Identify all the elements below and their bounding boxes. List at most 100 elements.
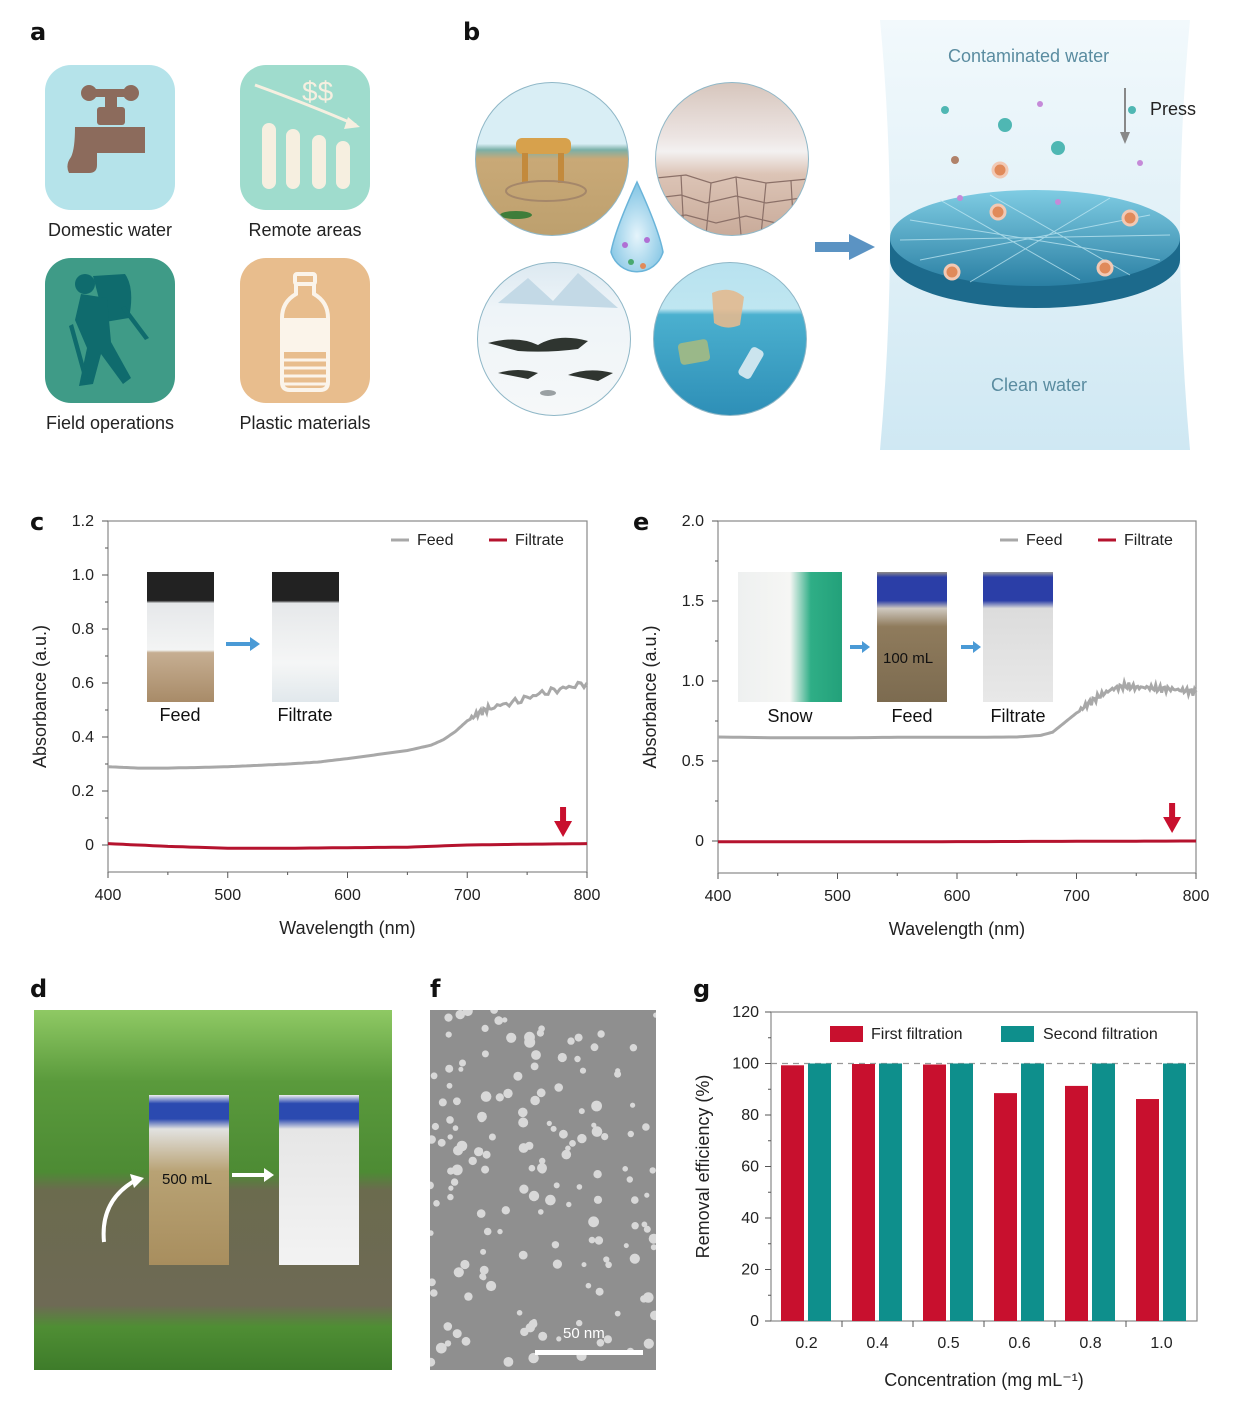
- nanoparticle-dot: [480, 1091, 492, 1102]
- nanoparticle-dot: [631, 1196, 639, 1204]
- nanoparticle-dot: [567, 1037, 575, 1045]
- panel-letter-f: f: [430, 975, 441, 1003]
- contaminated-droplet-icon: [610, 180, 664, 273]
- plot-frame: [770, 1011, 1198, 1322]
- inset-arrow-icon: [961, 640, 981, 658]
- nanoparticle-dot: [597, 1030, 605, 1038]
- nanoparticle-dot: [595, 1287, 604, 1296]
- filtrate-bottle-photo: [983, 572, 1053, 702]
- x-tick-label: 800: [1183, 888, 1210, 905]
- nanoparticle-dot: [430, 1072, 438, 1080]
- y-tick-label: 0.5: [682, 753, 704, 770]
- y-tick-label: 1.5: [682, 593, 704, 610]
- nanoparticle-dot: [546, 1120, 552, 1126]
- nanoparticle-dot: [513, 1071, 523, 1081]
- y-tick-label: 0: [695, 833, 704, 850]
- panel-letter-c: c: [30, 508, 45, 536]
- nanoparticle-dot: [448, 1185, 454, 1191]
- nanoparticle-dot: [464, 1292, 473, 1301]
- nanoparticle-dot: [556, 1336, 562, 1342]
- nanoparticle-dot: [614, 1070, 622, 1078]
- nanoparticle-dot: [552, 1259, 562, 1269]
- bar-first-filtration: [852, 1064, 875, 1321]
- nanoparticle-dot: [461, 1336, 471, 1346]
- x-tick-label: 500: [824, 888, 851, 905]
- inset-arrow-icon: [226, 637, 262, 656]
- nanoparticle-dot: [653, 1012, 656, 1018]
- bar-second-filtration: [879, 1063, 902, 1321]
- y-tick-label: 0: [750, 1313, 759, 1330]
- scale-bar: [535, 1350, 643, 1355]
- y-tick-label: 0.4: [72, 729, 94, 746]
- legend-swatch-first: [830, 1026, 863, 1042]
- nanoparticle-dot: [453, 1267, 464, 1278]
- nanoparticle-dot: [643, 1225, 651, 1233]
- nanoparticle-dot: [486, 1280, 497, 1292]
- y-tick-label: 0.2: [72, 783, 94, 800]
- nanoparticle-dot: [447, 1167, 455, 1175]
- nanoparticle-dot: [482, 1150, 491, 1159]
- nanoparticle-dot: [551, 1241, 560, 1249]
- x-tick-label: 0.6: [1008, 1335, 1030, 1352]
- nanoparticle-dot: [456, 1140, 468, 1152]
- nanoparticle-dot: [468, 1156, 477, 1166]
- nanoparticle-dot: [603, 1256, 610, 1263]
- nanoparticle-dot: [494, 1016, 503, 1025]
- y-tick-label: 40: [741, 1210, 759, 1227]
- sampling-arrow-icon: [101, 1174, 144, 1243]
- nanoparticle-dot: [530, 1062, 539, 1071]
- nanoparticle-dot: [459, 1059, 466, 1067]
- bar-second-filtration: [808, 1063, 831, 1321]
- cracked-desert-scene: [655, 82, 809, 236]
- nanoparticle-dot: [452, 1125, 459, 1131]
- volume-label: 500 mL: [162, 1171, 213, 1188]
- nanoparticle-dot: [528, 1352, 539, 1364]
- annotation-arrow-icon: [554, 821, 573, 837]
- river-photo: 500 mL: [34, 1010, 392, 1370]
- nanoparticle-dot: [503, 1088, 513, 1099]
- nanoparticle-dot: [430, 1357, 436, 1367]
- annotation-arrow-icon: [1163, 817, 1182, 833]
- x-tick-label: 400: [95, 887, 122, 904]
- nanoparticle-dot: [445, 1031, 452, 1038]
- nanoparticle-dot: [518, 1250, 528, 1260]
- nanoparticle-dot: [559, 1129, 568, 1139]
- nanoparticle-dot: [503, 1357, 514, 1367]
- nanoparticle-dot: [520, 1327, 529, 1337]
- y-tick-label: 1.0: [72, 567, 94, 584]
- y-tick-label: 0: [85, 837, 94, 854]
- bar-first-filtration: [781, 1065, 804, 1321]
- nanoparticle-dot: [516, 1310, 523, 1316]
- inset-label-feed: Feed: [891, 706, 933, 726]
- y-tick-label: 120: [732, 1004, 759, 1021]
- x-tick-label: 0.2: [795, 1335, 817, 1352]
- nanoparticle-dot: [603, 1335, 612, 1344]
- x-tick-label: 700: [454, 887, 481, 904]
- tile-remote-areas: $$: [240, 65, 370, 210]
- legend-label-feed: Feed: [1026, 532, 1062, 549]
- nanoparticle-dot: [538, 1331, 548, 1341]
- nanoparticle-dot: [476, 1209, 486, 1218]
- nanoparticle-dot: [536, 1029, 544, 1037]
- nanoparticle-dot: [430, 1278, 436, 1287]
- bar-first-filtration: [923, 1064, 946, 1321]
- x-axis-label: Wavelength (nm): [889, 919, 1025, 939]
- y-tick-label: 60: [741, 1159, 759, 1176]
- nanoparticle-dot: [631, 1222, 639, 1230]
- contaminated-water-label: Contaminated water: [948, 46, 1110, 66]
- nanoparticle-dot: [596, 1339, 605, 1347]
- nanoparticle-dot: [447, 1193, 454, 1201]
- x-tick-label: 500: [214, 887, 241, 904]
- nanoparticle-dot: [462, 1010, 473, 1017]
- x-tick-label: 800: [574, 887, 601, 904]
- nanoparticle-dot: [479, 1265, 489, 1275]
- nanoparticle-dot: [446, 1082, 453, 1089]
- legend-label-filtrate: Filtrate: [515, 532, 564, 549]
- nanoparticle-dot: [644, 1192, 650, 1198]
- nanoparticle-dot: [438, 1098, 447, 1107]
- nanoparticle-dot: [460, 1259, 470, 1270]
- declining-cost-icon: $$: [254, 76, 360, 189]
- x-tick-label: 0.5: [937, 1335, 959, 1352]
- nanoparticle-dot: [641, 1221, 648, 1228]
- nanoparticle-dot: [518, 1143, 529, 1153]
